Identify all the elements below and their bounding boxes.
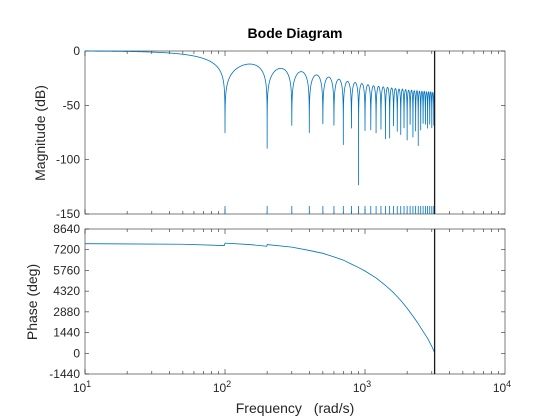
phase-y-ticks: 8640 7200 5760 4320 2880 1440 0 -1440 — [49, 222, 505, 381]
x-tick-label: 101 — [73, 379, 91, 395]
phase-y-tick-label: 8640 — [53, 222, 80, 236]
phase-y-tick-label: 4320 — [53, 284, 80, 298]
chart-title: Bode Diagram — [248, 25, 343, 41]
phase-x-ticks — [84, 229, 499, 374]
x-tick-exponent: 3 — [366, 379, 371, 389]
magnitude-y-tick-label: 0 — [73, 44, 80, 58]
phase-y-tick-label: 1440 — [53, 326, 80, 340]
phase-y-tick-label: 0 — [73, 346, 80, 360]
x-tick-base: 10 — [353, 381, 367, 395]
x-tick-exponent: 2 — [226, 379, 231, 389]
phase-axes-frame — [84, 228, 506, 375]
phase-curve — [84, 242, 435, 353]
magnitude-curve — [84, 50, 436, 214]
phase-y-tick-label: 2880 — [53, 305, 80, 319]
phase-y-label: Phase (deg) — [24, 264, 40, 340]
x-tick-label: 102 — [213, 379, 231, 395]
magnitude-y-tick-label: -100 — [56, 153, 80, 167]
x-tick-label: 104 — [493, 379, 511, 395]
phase-panel: 8640 7200 5760 4320 2880 1440 0 -1440 Phase (de… — [24, 222, 506, 381]
x-tick-exponent: 4 — [506, 379, 511, 389]
x-tick-labels: 101 102 103 104 — [73, 379, 511, 395]
phase-y-tick-label: -1440 — [49, 367, 80, 381]
x-axis-label: Frequency (rad/s) — [236, 400, 355, 416]
magnitude-y-label: Magnitude (dB) — [32, 85, 48, 181]
magnitude-y-tick-label: -50 — [63, 98, 81, 112]
phase-y-tick-label: 7200 — [53, 243, 80, 257]
x-tick-base: 10 — [213, 381, 227, 395]
magnitude-y-tick-label: -150 — [56, 207, 80, 221]
magnitude-axes-frame — [84, 50, 506, 215]
x-axis-label-text: Frequency — [236, 400, 302, 416]
x-tick-base: 10 — [493, 381, 507, 395]
x-tick-label: 103 — [353, 379, 371, 395]
x-axis-label-unit: (rad/s) — [314, 400, 354, 416]
magnitude-y-ticks: 0 -50 -100 -150 — [56, 44, 505, 221]
phase-y-tick-label: 5760 — [53, 263, 80, 277]
magnitude-panel: 0 -50 -100 -150 Magnitude (dB) — [32, 44, 506, 221]
x-tick-exponent: 1 — [86, 379, 91, 389]
x-tick-base: 10 — [73, 381, 87, 395]
